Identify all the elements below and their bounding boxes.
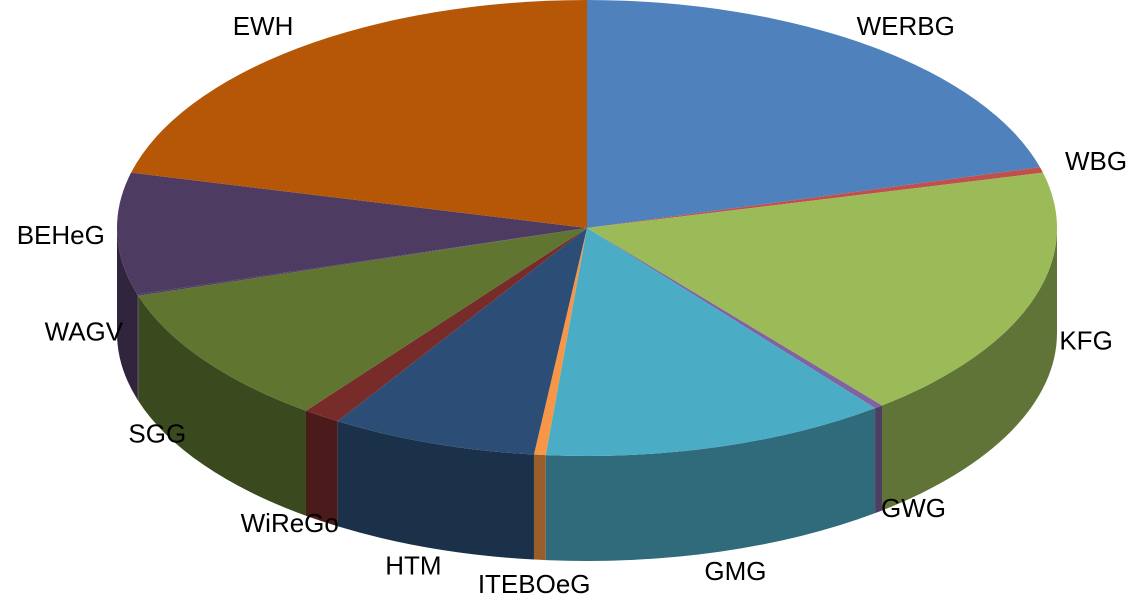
slice-label: ITEBOeG: [478, 569, 591, 599]
pie-slice: [131, 0, 587, 228]
pie-side: [305, 410, 338, 527]
pie-slice: [137, 228, 587, 296]
slice-label: HTM: [385, 551, 441, 581]
pie-slice: [587, 167, 1043, 228]
pie-side: [117, 228, 138, 400]
slice-label: WERBG: [857, 11, 955, 41]
slice-label: GWG: [881, 493, 946, 523]
slice-label: KFG: [1059, 325, 1112, 355]
pie-slice: [337, 228, 587, 455]
slice-label: GMG: [704, 556, 766, 586]
pie-side: [138, 295, 306, 516]
pie-side: [882, 228, 1057, 511]
pie-side: [137, 294, 139, 401]
pie-side: [533, 454, 546, 561]
slice-label: WBG: [1065, 146, 1127, 176]
slice-label: WAGV: [45, 317, 124, 347]
pie-slice: [587, 0, 1040, 228]
pie-side: [545, 408, 876, 562]
pie-side: [337, 421, 534, 560]
pie-slice: [587, 228, 883, 409]
pie-slice: [545, 228, 876, 456]
slice-label: BEHeG: [17, 220, 105, 250]
pie-slice: [116, 172, 587, 295]
slice-label: EWH: [233, 11, 294, 41]
pie-slice: [305, 228, 587, 422]
pie-side: [875, 405, 883, 514]
pie-slice: [587, 172, 1057, 406]
slice-label: WiReGo: [241, 508, 339, 538]
slice-label: SGG: [128, 419, 186, 449]
pie-slice: [138, 228, 587, 411]
pie-slice: [533, 228, 587, 456]
